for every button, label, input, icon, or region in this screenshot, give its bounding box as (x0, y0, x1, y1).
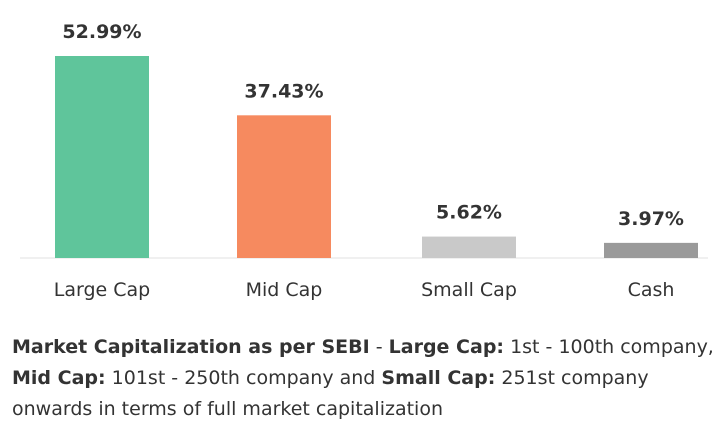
bar-mid-cap (237, 115, 331, 259)
category-label-large-cap: Large Cap (54, 279, 150, 301)
value-label-cash: 3.97% (618, 208, 684, 230)
category-label-cash: Cash (628, 279, 675, 301)
footnote-separator: - (369, 336, 389, 358)
bar-small-cap (422, 236, 516, 258)
bar-chart: 52.99% Large Cap 37.43% Mid Cap 5.62% Small C… (20, 21, 708, 301)
footnote-small-cap-text: 251st company onwards in terms of full m… (12, 367, 649, 420)
bar-large-cap (55, 56, 149, 258)
bar-cash (604, 242, 698, 258)
market-cap-footnote: Market Capitalization as per SEBI - Larg… (12, 332, 718, 425)
footnote-large-cap-text: 1st - 100th company, (504, 336, 714, 358)
category-label-small-cap: Small Cap (421, 279, 517, 301)
value-label-small-cap: 5.62% (436, 202, 502, 224)
footnote-large-cap-label: Large Cap: (388, 336, 505, 358)
category-label-mid-cap: Mid Cap (246, 279, 323, 301)
footnote-mid-cap-text: 101st - 250th company and (105, 367, 382, 389)
footnote-mid-cap-label: Mid Cap: (12, 367, 106, 389)
value-label-large-cap: 52.99% (62, 21, 141, 43)
footnote-small-cap-label: Small Cap: (381, 367, 496, 389)
value-label-mid-cap: 37.43% (244, 80, 323, 102)
footnote-heading: Market Capitalization as per SEBI (12, 336, 370, 358)
